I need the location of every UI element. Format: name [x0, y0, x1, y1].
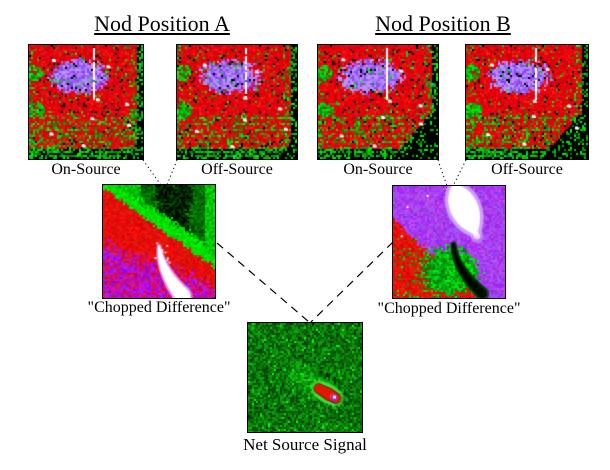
nod-b-chopped-difference-label: "Chopped Difference": [377, 300, 521, 317]
nod-b-on-source-label: On-Source: [343, 161, 413, 178]
nod-b-on-source-image: [317, 44, 439, 160]
nod-b-chopped-difference-image: [392, 185, 506, 299]
nod-position-b-title: Nod Position B: [375, 11, 511, 36]
net-source-signal-image: [247, 322, 363, 433]
dotted-connector-a-on: [142, 159, 162, 186]
nod-b-off-source-label: Off-Source: [491, 161, 563, 178]
dotted-connector-b-on: [437, 159, 448, 187]
nod-b-off-source-image: [465, 44, 589, 160]
nod-a-chopped-difference-image: [102, 184, 216, 299]
nod-a-off-source-image: [176, 44, 298, 160]
nod-a-off-source-label: Off-Source: [201, 161, 273, 178]
nod-a-on-source-image: [28, 44, 144, 160]
nod-a-on-source-label: On-Source: [51, 161, 121, 178]
nod-position-a-title: Nod Position A: [94, 11, 230, 36]
nod-a-chopped-difference-label: "Chopped Difference": [87, 299, 231, 316]
net-source-signal-label: Net Source Signal: [243, 435, 367, 454]
